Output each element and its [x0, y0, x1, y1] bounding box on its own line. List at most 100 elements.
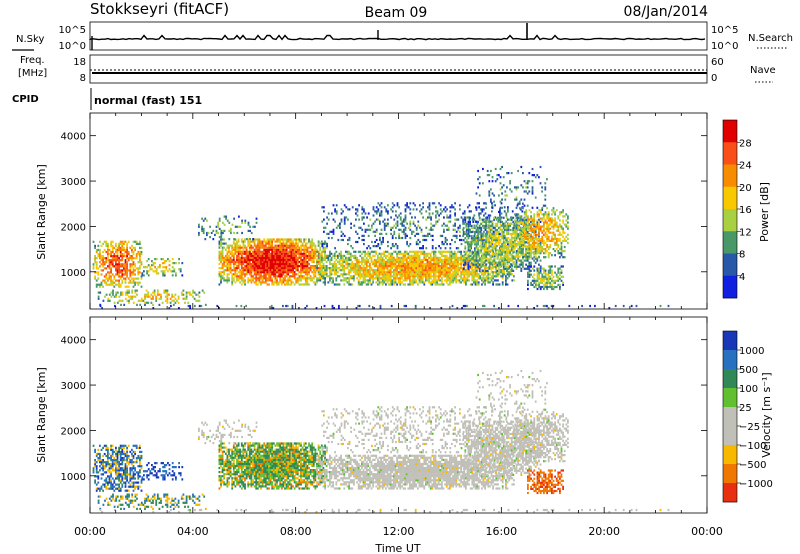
power-cell: [541, 190, 543, 193]
power-cell: [396, 265, 398, 268]
power-cell: [480, 263, 483, 266]
power-cell: [389, 260, 392, 264]
power-cell: [234, 250, 237, 253]
power-cell: [508, 275, 510, 278]
power-cell: [414, 204, 416, 207]
power-cell: [293, 283, 296, 286]
power-cell: [201, 227, 203, 230]
power-cell: [207, 231, 210, 235]
power-cell: [349, 262, 352, 266]
power-cell: [381, 260, 384, 264]
power-cell: [113, 265, 116, 268]
power-cell: [494, 231, 497, 234]
power-cell: [404, 210, 407, 213]
power-cell: [218, 254, 221, 257]
power-cell: [411, 232, 413, 235]
power-cell: [340, 234, 343, 237]
power-cell: [450, 260, 453, 264]
power-cell: [522, 256, 524, 259]
power-cell: [469, 262, 472, 266]
power-cell: [382, 240, 384, 244]
power-cell: [312, 271, 315, 274]
power-cell: [264, 248, 267, 251]
power-cell: [269, 252, 272, 255]
power-cell: [397, 281, 400, 284]
power-cell: [326, 232, 328, 235]
power-cell: [526, 192, 529, 195]
power-cell: [514, 245, 516, 248]
power-cell: [348, 256, 350, 259]
power-cell: [444, 275, 446, 278]
power-cell: [444, 247, 447, 250]
power-cell: [477, 277, 480, 280]
power-cell: [399, 265, 402, 268]
power-cell: [434, 283, 437, 286]
power-cell: [242, 277, 245, 280]
power-cell: [517, 221, 520, 224]
power-cell: [280, 246, 283, 249]
power-cell: [92, 265, 95, 268]
power-cell: [491, 237, 494, 240]
power-cell: [104, 295, 106, 298]
power-cell: [266, 262, 269, 266]
power-cell: [393, 281, 395, 284]
power-cell: [356, 256, 358, 259]
power-cell: [120, 303, 122, 306]
power-cell: [288, 244, 291, 247]
power-cell: [287, 267, 290, 270]
power-cell: [240, 258, 243, 262]
power-cell: [134, 269, 136, 272]
power-cell: [396, 256, 398, 259]
power-cell: [396, 275, 398, 278]
power-cell: [519, 208, 522, 211]
power-cell: [481, 271, 483, 274]
power-cell: [139, 281, 141, 284]
power-cell: [343, 254, 346, 257]
power-cell: [455, 281, 458, 284]
power-cell: [520, 259, 523, 262]
power-cell: [499, 261, 502, 264]
power-cell: [402, 271, 405, 274]
power-cell: [530, 248, 532, 251]
power-cell: [380, 232, 383, 235]
power-cell: [134, 289, 137, 292]
power-cell: [428, 260, 430, 264]
power-cell: [493, 271, 496, 274]
power-cell: [431, 224, 434, 227]
power-cell: [405, 267, 408, 270]
power-cell: [317, 260, 320, 264]
power-cell: [296, 252, 299, 255]
power-cell: [517, 227, 520, 230]
power-cell: [220, 267, 222, 270]
power-cell: [396, 220, 399, 223]
power-cell: [484, 273, 486, 276]
power-cell: [179, 268, 182, 271]
power-cell: [127, 281, 130, 284]
power-cell: [295, 244, 298, 247]
power-cell: [436, 210, 439, 213]
power-cell: [314, 254, 317, 257]
power-cell: [279, 267, 282, 270]
beam-title: Beam 09: [365, 5, 428, 21]
power-cell: [488, 261, 491, 264]
power-cell: [479, 271, 482, 274]
power-cell: [385, 256, 387, 259]
power-cell: [457, 269, 459, 272]
power-cell: [455, 254, 458, 257]
power-cell: [94, 255, 96, 258]
power-cell: [325, 269, 328, 272]
power-cell: [379, 238, 381, 242]
power-cell: [359, 267, 362, 270]
power-cell: [337, 260, 339, 264]
power-cell: [174, 297, 177, 300]
power-cell: [525, 259, 527, 262]
power-cell: [449, 258, 451, 262]
power-cell: [507, 241, 510, 244]
power-cell: [501, 228, 503, 232]
power-cell: [338, 267, 341, 270]
power-cell: [386, 250, 389, 253]
power-cell: [103, 261, 106, 264]
power-cell: [386, 260, 389, 264]
power-cell: [386, 277, 389, 280]
power-cell: [444, 267, 446, 270]
